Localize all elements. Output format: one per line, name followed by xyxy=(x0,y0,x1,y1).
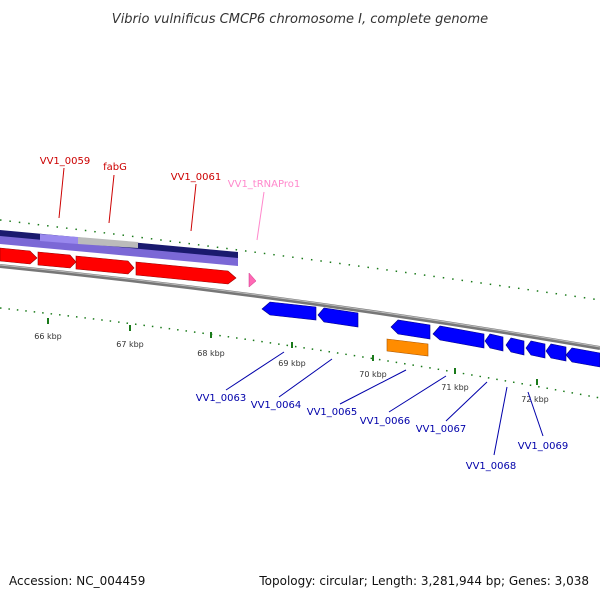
tick-label-70kbp: 70 kbp xyxy=(359,370,387,379)
gene-label-vv1-0066[interactable]: VV1_0066 xyxy=(360,416,411,427)
reverse-gene-arrow[interactable] xyxy=(525,340,546,359)
gene-label-vv1-trnapro1[interactable]: VV1_tRNAPro1 xyxy=(228,179,300,190)
leader-line xyxy=(58,167,65,219)
tick-label-66kbp: 66 kbp xyxy=(34,332,62,341)
feature-track-light-band xyxy=(40,234,78,244)
gene-label-vv1-0064[interactable]: VV1_0064 xyxy=(251,400,302,411)
leader-line xyxy=(108,174,115,224)
major-ticks xyxy=(47,318,538,385)
forward-gene-arrow[interactable] xyxy=(75,255,135,275)
map-title: Vibrio vulnificus CMCP6 chromosome I, co… xyxy=(112,12,488,27)
tick-label-68kbp: 68 kbp xyxy=(197,349,225,358)
orange-feature-box[interactable] xyxy=(386,338,429,357)
tick-label-67kbp: 67 kbp xyxy=(116,340,144,349)
reverse-gene-arrow[interactable] xyxy=(432,325,485,349)
reverse-gene-labels: VV1_0063 VV1_0064 VV1_0065 VV1_0066 VV1_… xyxy=(196,351,569,472)
reverse-gene-arrow[interactable] xyxy=(317,307,359,328)
trna-gene-arrow[interactable] xyxy=(248,272,257,288)
reverse-gene-track xyxy=(261,301,600,368)
leader-line xyxy=(225,351,285,391)
forward-gene-arrow[interactable] xyxy=(37,251,77,269)
forward-gene-track xyxy=(0,247,257,288)
tick-label-72kbp: 72 kbp xyxy=(521,395,549,404)
genome-summary-text: Topology: circular; Length: 3,281,944 bp… xyxy=(258,574,589,588)
forward-gene-arrow[interactable] xyxy=(0,247,38,265)
feature-track xyxy=(0,230,238,266)
gene-label-vv1-0063[interactable]: VV1_0063 xyxy=(196,393,247,404)
feature-track-purple-band xyxy=(0,236,238,266)
gene-label-vv1-0061[interactable]: VV1_0061 xyxy=(171,172,222,183)
reverse-gene-arrow[interactable] xyxy=(545,343,567,362)
forward-gene-arrow[interactable] xyxy=(135,261,237,285)
leader-line xyxy=(527,391,544,437)
leader-line xyxy=(278,358,333,398)
reverse-gene-arrow[interactable] xyxy=(390,319,431,340)
reverse-gene-arrow[interactable] xyxy=(484,333,504,352)
tick-labels: 66 kbp 67 kbp 68 kbp 69 kbp 70 kbp 71 kb… xyxy=(34,332,549,404)
tick-label-71kbp: 71 kbp xyxy=(441,383,469,392)
reverse-gene-arrow[interactable] xyxy=(505,337,525,356)
leader-line xyxy=(190,183,197,232)
forward-gene-labels: VV1_0059 fabG VV1_0061 VV1_tRNAPro1 xyxy=(40,156,300,241)
gene-label-vv1-0069[interactable]: VV1_0069 xyxy=(518,441,569,452)
leader-line xyxy=(493,386,508,456)
inner-tick-ring xyxy=(0,307,600,399)
accession-text: Accession: NC_004459 xyxy=(9,574,145,588)
leader-line xyxy=(339,369,407,405)
tick-label-69kbp: 69 kbp xyxy=(278,359,306,368)
leader-line xyxy=(256,191,265,241)
reverse-gene-arrow[interactable] xyxy=(261,301,317,321)
gene-label-vv1-0065[interactable]: VV1_0065 xyxy=(307,407,358,418)
gene-label-fabg[interactable]: fabG xyxy=(103,162,127,173)
gene-label-vv1-0067[interactable]: VV1_0067 xyxy=(416,424,467,435)
genome-backbone xyxy=(0,264,600,350)
leader-line xyxy=(445,381,488,422)
reverse-gene-arrow[interactable] xyxy=(565,347,600,368)
gene-label-vv1-0059[interactable]: VV1_0059 xyxy=(40,156,91,167)
feature-track-gray-band xyxy=(78,237,138,248)
leader-line xyxy=(388,375,447,413)
gene-label-vv1-0068[interactable]: VV1_0068 xyxy=(466,461,517,472)
genome-backbone-highlight xyxy=(0,264,600,348)
